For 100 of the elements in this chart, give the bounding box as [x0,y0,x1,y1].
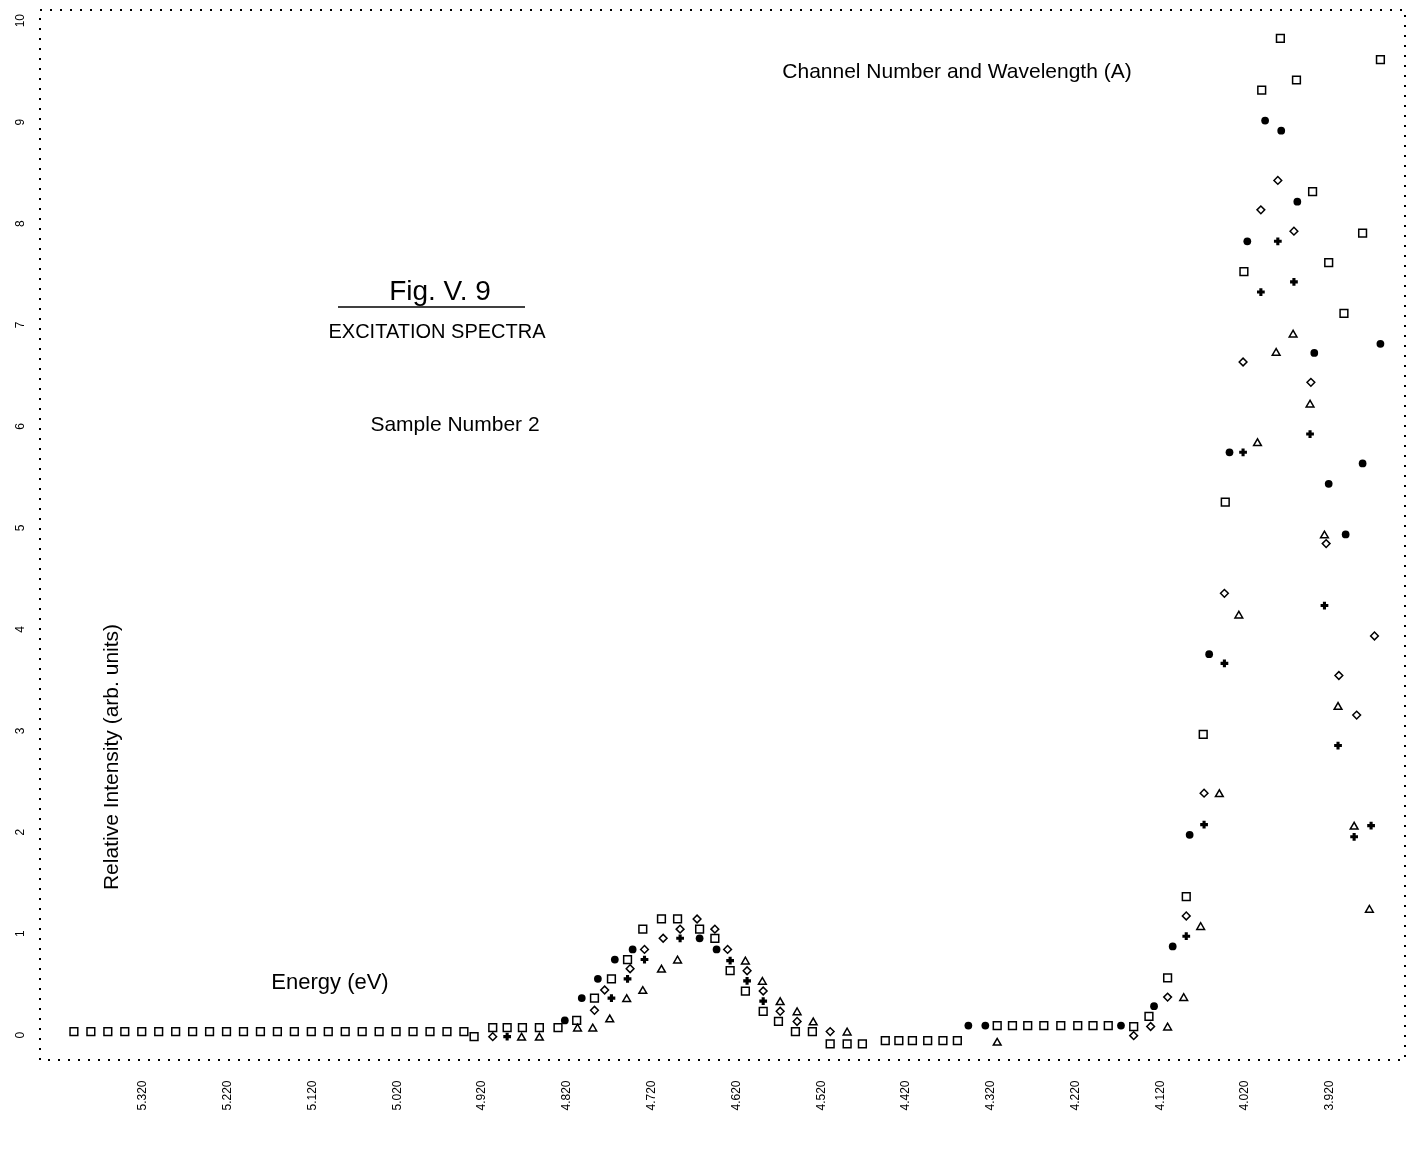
x-tick-label: 4.920 [474,1080,489,1111]
point [1341,530,1350,539]
point [672,955,683,964]
point [1129,1031,1139,1041]
point [1220,659,1229,668]
annotation: Sample Number 2 [370,412,540,435]
point [1162,1022,1173,1031]
point [722,944,733,955]
point [1273,175,1283,186]
point [1310,349,1319,357]
point [792,1007,802,1016]
point [1290,278,1298,286]
point [1199,788,1209,798]
point [1150,1002,1158,1011]
point [639,944,650,955]
x-tick-label: 5.320 [135,1080,150,1111]
text: Fig. V. 9 [389,275,491,306]
x-tick-label: 4.520 [813,1080,828,1111]
point [1289,226,1299,236]
y-tick-label: 4 [12,625,27,633]
point [1200,820,1208,829]
point [964,1021,973,1030]
point [1196,921,1206,931]
point [981,1021,990,1030]
point [610,955,619,964]
point [1364,904,1375,913]
annotation: Channel Number and Wavelength (A) [782,59,1132,82]
point [1367,821,1375,830]
point [712,945,721,954]
point [534,1032,544,1041]
x-tick-label: 4.020 [1237,1080,1252,1111]
point [742,966,752,976]
point [743,977,751,985]
point [759,997,768,1006]
point [503,1032,512,1041]
y-tick-label: 7 [12,321,27,329]
point [1334,670,1344,681]
point [589,1005,600,1015]
point [488,1032,498,1042]
point [1162,992,1173,1002]
point [1238,357,1248,367]
point [605,1014,615,1023]
point [1252,438,1263,447]
point [1305,399,1315,408]
point [600,985,610,995]
point [1219,588,1230,598]
point [710,924,720,934]
point [1333,701,1343,711]
point [825,1026,835,1037]
point [775,997,785,1006]
point [1205,650,1214,659]
x-tick-label: 4.820 [559,1080,574,1111]
point [1214,789,1224,798]
point [1358,459,1367,468]
point [628,945,637,954]
point [726,956,734,965]
y-tick-label: 2 [12,828,27,836]
x-tick-label: 5.120 [304,1080,319,1111]
point [572,1023,583,1032]
point [1239,448,1247,457]
point [638,985,648,995]
x-tick-label: 4.320 [983,1080,998,1111]
point [775,1006,785,1016]
point [692,914,702,924]
x-tick-label: 4.720 [643,1080,658,1111]
x-tick-label: 5.020 [389,1080,404,1111]
point [625,964,635,974]
x-tick-label: 5.220 [220,1080,235,1111]
point [1376,339,1385,348]
point [1288,329,1298,338]
point [1319,530,1330,539]
x-tick-label: 4.120 [1152,1080,1167,1111]
point [1257,288,1265,296]
point [757,976,767,985]
point [588,1023,598,1032]
point [577,994,586,1002]
point [695,934,704,943]
point [607,994,616,1002]
point [1181,911,1191,921]
y-tick-label: 0 [12,1031,27,1039]
point [1273,237,1282,246]
point [808,1017,818,1026]
point [1271,347,1281,356]
point [675,924,685,934]
point [560,1016,569,1025]
y-axis-title: Relative Intensity (arb. units) [99,623,122,891]
point [740,956,751,965]
y-tick-label: 10 [12,13,27,28]
y-tick-label: 8 [12,219,27,227]
point [1179,993,1189,1002]
point [623,974,632,983]
text: EXCITATION SPECTRA [328,320,547,342]
point [658,933,668,943]
point [1334,741,1342,750]
point [594,974,602,983]
point [1306,377,1316,387]
x-tick-label: 3.920 [1322,1080,1337,1111]
point [1243,237,1252,246]
y-tick-label: 3 [12,727,27,735]
x-tick-label: 4.620 [728,1080,743,1111]
